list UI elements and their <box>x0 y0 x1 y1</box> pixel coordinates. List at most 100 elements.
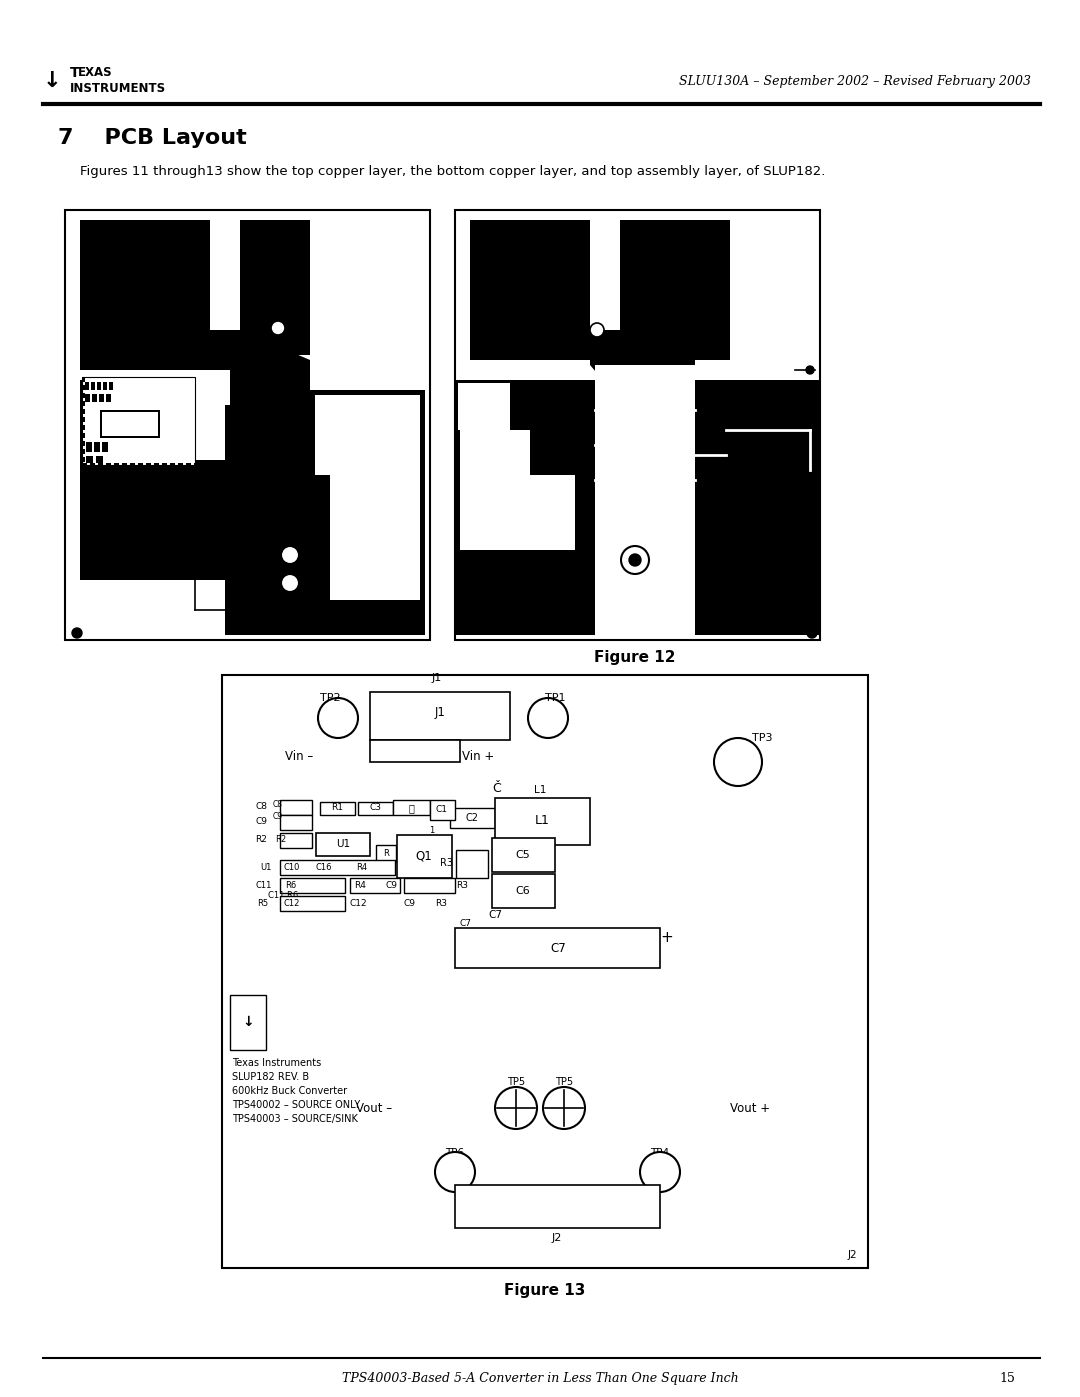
Text: C9: C9 <box>273 812 283 821</box>
Text: TP1: TP1 <box>544 693 565 703</box>
Text: Figure 13: Figure 13 <box>504 1282 585 1298</box>
Ellipse shape <box>318 698 357 738</box>
Bar <box>450 807 495 828</box>
Text: Vout +: Vout + <box>730 1101 770 1115</box>
Text: C11: C11 <box>256 880 272 890</box>
Bar <box>404 877 455 893</box>
Text: C2: C2 <box>465 813 478 823</box>
Text: C9: C9 <box>386 880 399 890</box>
Text: SLUP182 REV. B: SLUP182 REV. B <box>232 1071 309 1083</box>
Text: ↓: ↓ <box>42 71 62 91</box>
Bar <box>315 395 420 475</box>
Text: L1: L1 <box>534 785 546 795</box>
Text: J1: J1 <box>432 673 442 683</box>
Text: C6: C6 <box>515 886 530 895</box>
Text: R3: R3 <box>435 898 447 908</box>
Ellipse shape <box>640 1153 680 1192</box>
Bar <box>82 441 85 446</box>
Text: Č: Č <box>492 782 501 795</box>
Bar <box>99 394 104 402</box>
Text: TP4: TP4 <box>650 1148 670 1158</box>
Bar <box>729 427 792 488</box>
Bar <box>91 381 95 390</box>
Text: TPS40002 – SOURCE ONLY: TPS40002 – SOURCE ONLY <box>232 1099 361 1111</box>
Polygon shape <box>210 330 310 405</box>
Bar <box>210 219 240 330</box>
Text: C7: C7 <box>488 909 502 921</box>
Text: Vout –: Vout – <box>356 1101 392 1115</box>
Ellipse shape <box>590 323 604 337</box>
Text: R3: R3 <box>440 858 453 868</box>
Bar <box>620 219 730 360</box>
Bar <box>460 430 530 475</box>
Bar <box>280 895 345 911</box>
Bar <box>82 425 85 430</box>
Bar <box>97 381 102 390</box>
Bar <box>397 835 453 877</box>
Bar <box>109 381 113 390</box>
Ellipse shape <box>629 555 642 566</box>
Ellipse shape <box>806 366 814 374</box>
Bar <box>82 386 85 390</box>
Bar <box>370 692 510 740</box>
Bar <box>102 441 108 453</box>
Bar <box>495 798 590 845</box>
Bar <box>82 409 85 414</box>
Bar <box>92 394 97 402</box>
Bar <box>80 219 210 370</box>
Text: U1: U1 <box>336 840 350 849</box>
Text: TP3: TP3 <box>752 733 772 743</box>
Bar <box>85 381 89 390</box>
Bar <box>178 462 183 467</box>
Bar <box>106 394 111 402</box>
Bar <box>103 381 107 390</box>
Bar <box>458 383 510 430</box>
Bar <box>330 555 420 599</box>
Text: C9: C9 <box>255 817 267 827</box>
Bar <box>460 475 575 510</box>
Bar <box>82 377 195 465</box>
Text: C10: C10 <box>284 862 300 872</box>
Text: C12: C12 <box>284 898 300 908</box>
Ellipse shape <box>621 546 649 574</box>
Bar <box>90 462 95 467</box>
Text: C5: C5 <box>515 849 530 861</box>
Bar <box>455 928 660 968</box>
Bar <box>430 800 455 820</box>
Bar <box>376 845 396 862</box>
Bar <box>82 416 85 422</box>
Text: +: + <box>660 930 673 944</box>
Bar <box>726 425 795 490</box>
Bar <box>222 675 868 1268</box>
Text: TPS40003 – SOURCE/SINK: TPS40003 – SOURCE/SINK <box>232 1113 357 1125</box>
Text: TP2: TP2 <box>320 693 340 703</box>
Text: Q1: Q1 <box>416 849 432 862</box>
Bar <box>280 833 312 848</box>
Text: TP5: TP5 <box>507 1077 525 1087</box>
Text: R5: R5 <box>257 898 268 908</box>
Ellipse shape <box>281 546 299 564</box>
Bar <box>154 462 159 467</box>
Text: C8: C8 <box>273 800 283 809</box>
Bar <box>170 462 175 467</box>
Bar <box>82 393 85 398</box>
Ellipse shape <box>281 574 299 592</box>
Ellipse shape <box>435 1153 475 1192</box>
Text: R2: R2 <box>255 835 267 845</box>
Text: R1: R1 <box>330 803 343 813</box>
Text: C9: C9 <box>404 898 416 908</box>
Bar <box>94 441 100 453</box>
Bar <box>455 1185 660 1228</box>
Text: TPS40003-Based 5-A Converter in Less Than One Square Inch: TPS40003-Based 5-A Converter in Less Tha… <box>341 1372 739 1384</box>
Bar <box>456 849 488 877</box>
Bar <box>350 877 400 893</box>
Bar <box>86 455 93 462</box>
Bar <box>106 462 111 467</box>
Bar <box>240 219 310 355</box>
Ellipse shape <box>807 629 816 638</box>
Text: J1: J1 <box>434 705 445 718</box>
Bar <box>357 802 393 814</box>
Text: ↓: ↓ <box>242 1016 254 1030</box>
Text: C7: C7 <box>550 942 566 954</box>
Bar <box>96 455 103 462</box>
